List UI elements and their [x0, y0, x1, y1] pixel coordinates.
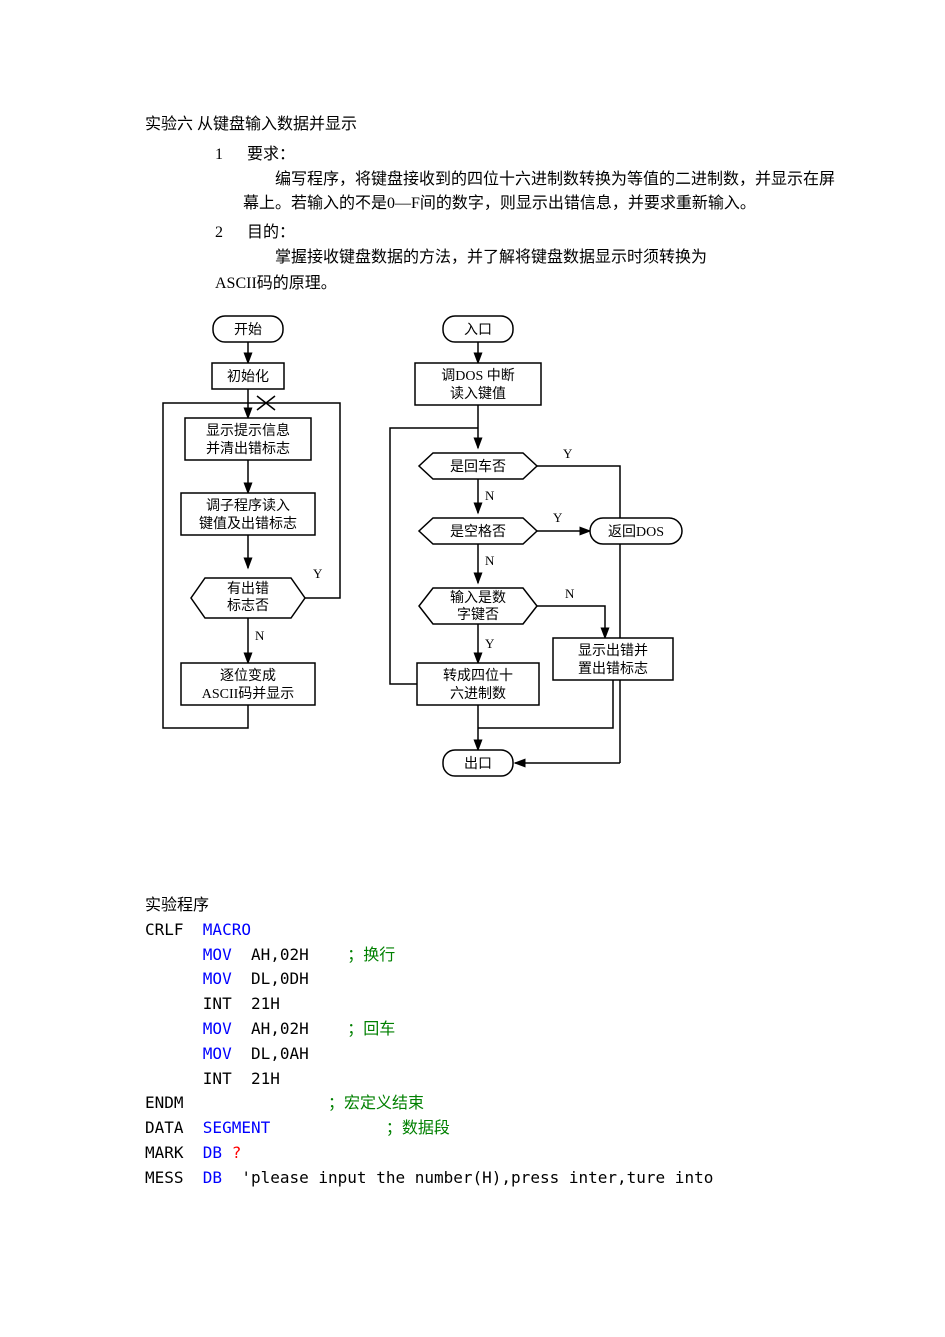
c03a	[145, 969, 203, 988]
c04a: INT 21H	[145, 994, 280, 1013]
section-1-body: 编写程序，将键盘接收到的四位十六进制数转换为等值的二进制数，并显示在屏幕上。若输…	[243, 168, 845, 216]
right-r7a: 转成四位十	[443, 668, 513, 684]
right-r1b: 读入键值	[450, 385, 506, 402]
c09b: SEGMENT	[203, 1118, 270, 1137]
section-2-header: 2 目的：	[215, 218, 845, 242]
section-2-body-a: 掌握接收键盘数据的方法，并了解将键盘数据显示时须转换为	[243, 246, 845, 270]
left-n5a: 逐位变成	[220, 668, 276, 684]
flowchart-svg: 开始 初始化 显示提示信息 并清出错标志 调子程序读入 键值及出错标志 有出错 …	[145, 308, 785, 838]
section-1-header: 1 要求：	[215, 140, 845, 164]
right-r5: 返回DOS	[608, 524, 664, 540]
c06c: DL,0AH	[232, 1044, 309, 1063]
c10b: DB	[203, 1143, 222, 1162]
c07a: INT 21H	[145, 1069, 280, 1088]
c05c: AH,02H	[232, 1019, 348, 1038]
section-2-body-b: ASCII码的原理。	[215, 272, 845, 296]
left-n4b: 标志否	[227, 598, 269, 614]
c05b: MOV	[203, 1019, 232, 1038]
section-1-label: 要求：	[247, 146, 295, 163]
left-n2b: 并清出错标志	[206, 441, 290, 457]
c02a	[145, 945, 203, 964]
c02d: ；换行	[347, 945, 395, 964]
section-2-label: 目的：	[247, 224, 295, 241]
section-1-num: 1	[215, 146, 243, 164]
left-n2a: 显示提示信息	[206, 422, 290, 439]
c05a	[145, 1019, 203, 1038]
c06a	[145, 1044, 203, 1063]
left-n5b: ASCII码并显示	[202, 686, 295, 702]
c08a: ENDM	[145, 1093, 328, 1112]
right-start: 入口	[464, 323, 492, 338]
c09a: DATA	[145, 1118, 203, 1137]
c11c: 'please input the number(H),press inter,…	[222, 1168, 713, 1187]
left-y: Y	[313, 566, 323, 581]
right-r2: 是回车否	[450, 458, 506, 475]
prog-label: 实验程序	[145, 895, 209, 914]
left-n4a: 有出错	[227, 581, 269, 597]
left-n: N	[255, 628, 265, 643]
c11a: MESS	[145, 1168, 203, 1187]
left-n3a: 调子程序读入	[206, 497, 290, 514]
left-n3b: 键值及出错标志	[199, 516, 297, 532]
right-r1a: 调DOS 中断	[441, 368, 515, 384]
right-r6a: 显示出错并	[578, 643, 648, 659]
right-r4-y: Y	[485, 636, 495, 651]
right-exit: 出口	[464, 756, 492, 772]
right-r4a: 输入是数	[450, 590, 506, 606]
flowchart-diagram: 开始 初始化 显示提示信息 并清出错标志 调子程序读入 键值及出错标志 有出错 …	[145, 308, 845, 843]
c01a: CRLF	[145, 920, 203, 939]
c09d: ；数据段	[386, 1118, 450, 1137]
program-code: 实验程序 CRLF MACRO MOV AH,02H ；换行 MOV DL,0D…	[145, 893, 845, 1191]
right-r4b: 字键否	[457, 607, 499, 623]
right-r2-y: Y	[563, 446, 573, 461]
c10c: ?	[222, 1143, 241, 1162]
right-r3-n: N	[485, 553, 495, 568]
left-start: 开始	[234, 322, 262, 338]
right-r2-n: N	[485, 488, 495, 503]
right-r3: 是空格否	[450, 524, 506, 540]
c11b: DB	[203, 1168, 222, 1187]
c03b: MOV	[203, 969, 232, 988]
c05d: ；回车	[347, 1019, 395, 1038]
c02b: MOV	[203, 945, 232, 964]
section-2-num: 2	[215, 224, 243, 242]
right-r7b: 六进制数	[450, 686, 506, 702]
right-r3-y: Y	[553, 510, 563, 525]
c02c: AH,02H	[232, 945, 348, 964]
c03c: DL,0DH	[232, 969, 309, 988]
c01b: MACRO	[203, 920, 251, 939]
c06b: MOV	[203, 1044, 232, 1063]
c09c	[270, 1118, 386, 1137]
document-page: 实验六 从键盘输入数据并显示 1 要求： 编写程序，将键盘接收到的四位十六进制数…	[0, 0, 945, 1251]
experiment-title: 实验六 从键盘输入数据并显示	[145, 110, 845, 134]
left-n1: 初始化	[227, 368, 269, 385]
c10a: MARK	[145, 1143, 203, 1162]
right-r6b: 置出错标志	[578, 661, 648, 677]
right-r4-n: N	[565, 586, 575, 601]
c08b: ；宏定义结束	[328, 1093, 424, 1112]
